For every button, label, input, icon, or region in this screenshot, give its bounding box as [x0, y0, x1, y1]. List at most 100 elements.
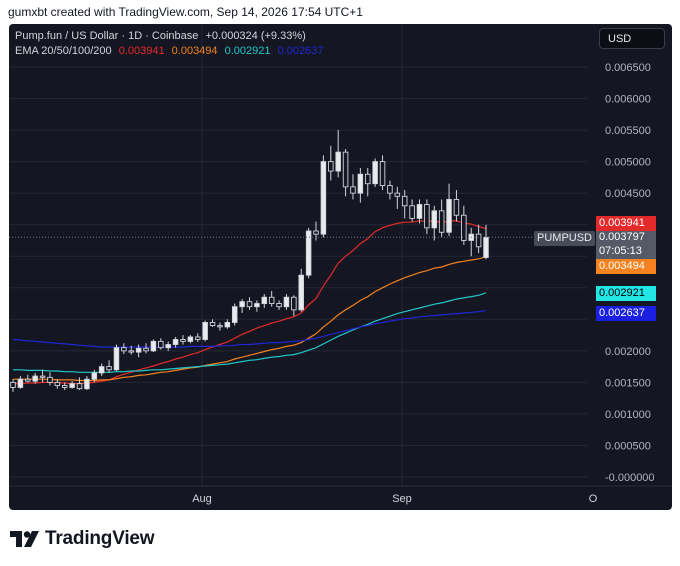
candle [32, 372, 38, 384]
candle [17, 376, 24, 389]
candle-body [10, 381, 16, 388]
ema20-line [13, 220, 487, 385]
price-change: +0.000324 (+9.33%) [205, 30, 306, 42]
chart-panel[interactable]: 0.006500 0.006000 0.005500 0.005000 0.004500… [9, 24, 672, 510]
candle [446, 183, 452, 237]
candle [328, 145, 334, 181]
candle-body [342, 151, 349, 188]
candle [135, 344, 142, 358]
candle-body [113, 347, 120, 371]
candle [387, 180, 393, 200]
candle-body [320, 161, 327, 235]
candle [468, 227, 474, 257]
candle-body [217, 325, 223, 328]
candle [76, 377, 83, 390]
candle-body [446, 199, 452, 233]
candle-body [32, 375, 38, 382]
candle [320, 155, 327, 238]
candle [357, 167, 364, 203]
ema50-line [13, 256, 487, 382]
y-tick-label: 0.001000 [605, 409, 651, 421]
candle-body [158, 340, 164, 349]
ema100-line [13, 292, 487, 373]
candle [150, 339, 157, 353]
y-tick-label: 0.000500 [605, 440, 651, 452]
symbol-legend: Pump.fun / US Dollar · 1D · Coinbase +0.… [15, 30, 306, 42]
candle [453, 190, 460, 222]
currency-button[interactable]: USD [599, 28, 665, 49]
candle [113, 344, 120, 372]
candle-body [268, 296, 275, 304]
candle-body [246, 301, 253, 308]
candle-body [431, 210, 438, 229]
candle-body [39, 375, 46, 378]
ema100-price-tag: 0.002921 [596, 286, 656, 301]
candle-body [54, 381, 61, 386]
candle-body [291, 296, 297, 311]
candle-body [172, 339, 179, 345]
candle-body [165, 344, 171, 349]
candle-body [350, 186, 356, 194]
candle-body [254, 303, 260, 308]
tradingview-logo[interactable]: TradingView [10, 528, 155, 550]
candle [61, 382, 68, 390]
candle [291, 295, 297, 317]
y-tick-label: 0.005000 [605, 157, 651, 169]
candle-body [150, 340, 157, 352]
candle [224, 319, 231, 329]
y-tick-label: 0.004500 [605, 188, 651, 200]
candle [254, 300, 260, 312]
y-tick-label: -0.000000 [605, 472, 655, 484]
ema50-price-tag: 0.003494 [596, 259, 656, 274]
candle [187, 335, 194, 344]
candle-body [231, 306, 238, 323]
creator-caption: gumxbt created with TradingView.com, Sep… [8, 5, 363, 19]
candle [372, 158, 378, 187]
candle-body [121, 347, 127, 352]
candle [424, 199, 430, 235]
candle-body [69, 383, 75, 388]
y-tick-label: 0.001500 [605, 377, 651, 389]
candle [106, 360, 112, 373]
candle-body [25, 378, 31, 382]
candle [305, 227, 312, 279]
ema50-value: 0.003494 [171, 45, 218, 57]
candle-body [298, 274, 304, 311]
candle [239, 299, 245, 313]
candle [416, 199, 423, 224]
candle [276, 300, 282, 310]
y-tick-label: 0.006000 [605, 94, 651, 106]
candle-body [424, 204, 430, 229]
x-tick-label: O [589, 493, 598, 505]
candle [209, 319, 216, 327]
candle-body [328, 161, 334, 172]
ema-label: EMA 20/50/100/200 [15, 45, 112, 57]
candle [39, 369, 46, 383]
candle-body [91, 372, 98, 380]
candle [401, 190, 408, 219]
ema-legend[interactable]: EMA 20/50/100/200 0.003941 0.003494 0.00… [15, 45, 323, 57]
candle-body [195, 336, 201, 340]
candle [268, 290, 275, 307]
candle [313, 221, 319, 241]
candle [379, 155, 386, 190]
candle [483, 224, 489, 260]
ema200-value: 0.002637 [277, 45, 324, 57]
candle [121, 343, 127, 354]
candle [180, 335, 186, 345]
price-chart[interactable]: 0.006500 0.006000 0.005500 0.005000 0.004500… [9, 24, 672, 510]
candle [394, 186, 401, 209]
candle-body [313, 230, 319, 235]
candle-body [453, 199, 460, 216]
candle-body [409, 205, 415, 219]
candle-body [239, 301, 245, 308]
candle [47, 372, 53, 386]
candle [438, 199, 445, 238]
candle-body [261, 296, 268, 304]
candle [409, 199, 415, 222]
candle [128, 345, 134, 355]
bar-countdown: 07:05:13 [599, 245, 642, 257]
candle [350, 174, 356, 200]
candle-body [106, 366, 112, 371]
